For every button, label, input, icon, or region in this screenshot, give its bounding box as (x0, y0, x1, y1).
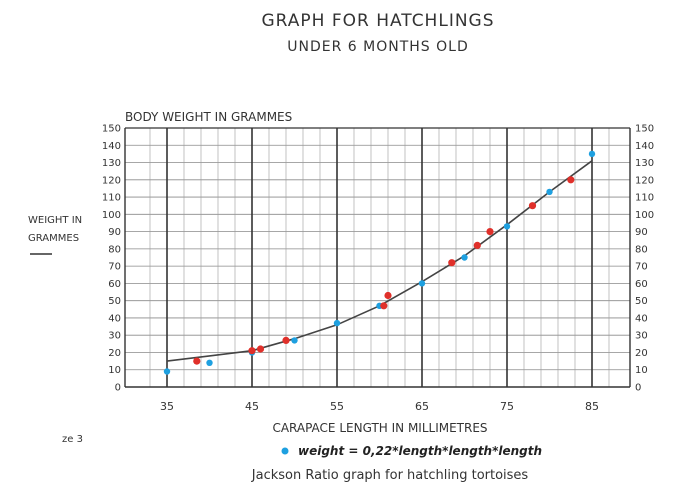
y-tick-label: 120 (635, 175, 654, 186)
observed-point (448, 259, 456, 267)
y-tick-label: 150 (635, 124, 654, 135)
observed-point (380, 302, 388, 310)
y-tick-label: 10 (635, 365, 648, 376)
computed-point (503, 223, 511, 230)
y-tick-label: 140 (102, 141, 121, 152)
computed-point (291, 337, 298, 344)
x-tick-label: 45 (245, 400, 259, 413)
y-tick-label: 50 (108, 296, 121, 307)
computed-point (546, 188, 553, 196)
y-tick-label: 60 (635, 279, 648, 290)
figure-ref: ze 3 (62, 434, 83, 445)
observed-point (486, 228, 494, 236)
y-ticks-left: 0 10 20 30 40 50 60 70 80 90 100 110 120 130 140 150 (102, 124, 121, 394)
computed-point (206, 359, 213, 366)
computed-point (333, 319, 341, 327)
computed-point (588, 150, 596, 158)
computed-point (418, 280, 426, 287)
curve-line (166, 160, 593, 362)
y-tick-label: 80 (635, 244, 648, 255)
x-tick-label: 55 (330, 400, 344, 413)
y-ticks-right: 0 10 20 30 40 50 60 70 80 90 100 110 120 130 140 150 (635, 124, 654, 394)
y-tick-label: 90 (635, 227, 648, 238)
y-tick-label: 110 (102, 193, 121, 204)
x-tick-label: 65 (415, 400, 429, 413)
y-tick-label: 70 (108, 262, 121, 273)
observed-point (528, 202, 537, 210)
y-tick-label: 100 (102, 210, 121, 221)
y-tick-label: 0 (635, 383, 641, 394)
y-tick-label: 100 (635, 210, 654, 221)
data-points (163, 150, 596, 375)
observed-point (473, 241, 481, 249)
observed-point (282, 336, 290, 344)
chart-subtitle: UNDER 6 MONTHS OLD (287, 39, 468, 55)
grid (125, 127, 630, 388)
y-tick-label: 150 (102, 124, 121, 135)
y-tick-label: 140 (635, 141, 654, 152)
computed-point (461, 254, 468, 261)
chart-title: GRAPH FOR HATCHLINGS (261, 11, 494, 31)
x-axis-label: CARAPACE LENGTH IN MILLIMETRES (272, 421, 487, 435)
y-tick-label: 0 (115, 383, 121, 394)
y-tick-label: 90 (108, 227, 121, 238)
observed-point (567, 176, 575, 184)
y-axis-label: BODY WEIGHT IN GRAMMES (125, 110, 292, 124)
x-tick-label: 85 (585, 400, 599, 413)
y-tick-label: 130 (102, 158, 121, 169)
x-tick-label: 35 (160, 400, 174, 413)
computed-point (163, 368, 171, 375)
figure-caption: Jackson Ratio graph for hatchling tortoi… (251, 468, 529, 483)
y-tick-label: 80 (108, 244, 121, 255)
y-tick-label: 120 (102, 175, 121, 186)
y-tick-label: 40 (635, 313, 648, 324)
y-tick-label: 50 (635, 296, 648, 307)
y-tick-label: 20 (108, 348, 121, 359)
legend-marker (281, 447, 289, 455)
observed-point (193, 357, 201, 365)
y-tick-label: 20 (635, 348, 648, 359)
axes (124, 127, 631, 388)
observed-point (384, 291, 392, 300)
side-label-line1: WEIGHT IN (28, 215, 82, 226)
x-tick-label: 75 (500, 400, 514, 413)
y-tick-label: 110 (635, 193, 654, 204)
fitted-curve (166, 160, 593, 362)
x-ticks: 35 45 55 65 75 85 (160, 400, 599, 413)
y-tick-label: 130 (635, 158, 654, 169)
y-tick-label: 30 (108, 331, 121, 342)
legend-formula: weight = 0,22*length*length*length (298, 444, 542, 458)
side-label-line2: GRAMMES (28, 233, 79, 244)
y-tick-label: 10 (108, 365, 121, 376)
y-tick-label: 60 (108, 279, 121, 290)
y-tick-label: 40 (108, 313, 121, 324)
observed-point (256, 345, 265, 353)
y-tick-label: 70 (635, 262, 648, 273)
y-tick-label: 30 (635, 331, 648, 342)
observed-point (248, 347, 256, 355)
